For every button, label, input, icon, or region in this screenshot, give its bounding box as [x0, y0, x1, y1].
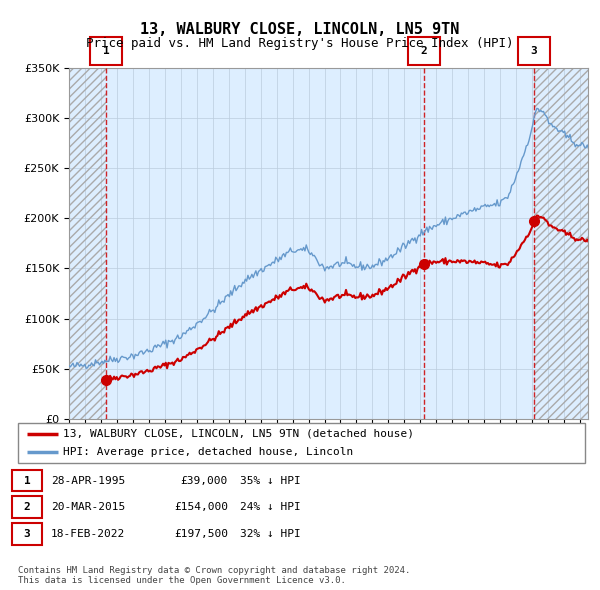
Text: £197,500: £197,500 — [174, 529, 228, 539]
Text: 3: 3 — [531, 46, 538, 56]
Text: Contains HM Land Registry data © Crown copyright and database right 2024.: Contains HM Land Registry data © Crown c… — [18, 566, 410, 575]
Text: Price paid vs. HM Land Registry's House Price Index (HPI): Price paid vs. HM Land Registry's House … — [86, 37, 514, 50]
FancyBboxPatch shape — [90, 37, 122, 65]
FancyBboxPatch shape — [408, 37, 440, 65]
Text: This data is licensed under the Open Government Licence v3.0.: This data is licensed under the Open Gov… — [18, 576, 346, 585]
Text: £154,000: £154,000 — [174, 503, 228, 512]
Text: 3: 3 — [23, 529, 31, 539]
Text: HPI: Average price, detached house, Lincoln: HPI: Average price, detached house, Linc… — [64, 447, 353, 457]
Text: £39,000: £39,000 — [181, 476, 228, 486]
Text: 35% ↓ HPI: 35% ↓ HPI — [240, 476, 301, 486]
Text: 1: 1 — [103, 46, 109, 56]
Text: 13, WALBURY CLOSE, LINCOLN, LN5 9TN (detached house): 13, WALBURY CLOSE, LINCOLN, LN5 9TN (det… — [64, 429, 415, 439]
Text: 24% ↓ HPI: 24% ↓ HPI — [240, 503, 301, 512]
Text: 13, WALBURY CLOSE, LINCOLN, LN5 9TN: 13, WALBURY CLOSE, LINCOLN, LN5 9TN — [140, 22, 460, 37]
Text: 32% ↓ HPI: 32% ↓ HPI — [240, 529, 301, 539]
Text: 20-MAR-2015: 20-MAR-2015 — [51, 503, 125, 512]
Text: 2: 2 — [23, 503, 31, 512]
FancyBboxPatch shape — [18, 423, 585, 463]
Text: 2: 2 — [421, 46, 427, 56]
Text: 1: 1 — [23, 476, 31, 486]
Text: 18-FEB-2022: 18-FEB-2022 — [51, 529, 125, 539]
Text: 28-APR-1995: 28-APR-1995 — [51, 476, 125, 486]
FancyBboxPatch shape — [518, 37, 550, 65]
